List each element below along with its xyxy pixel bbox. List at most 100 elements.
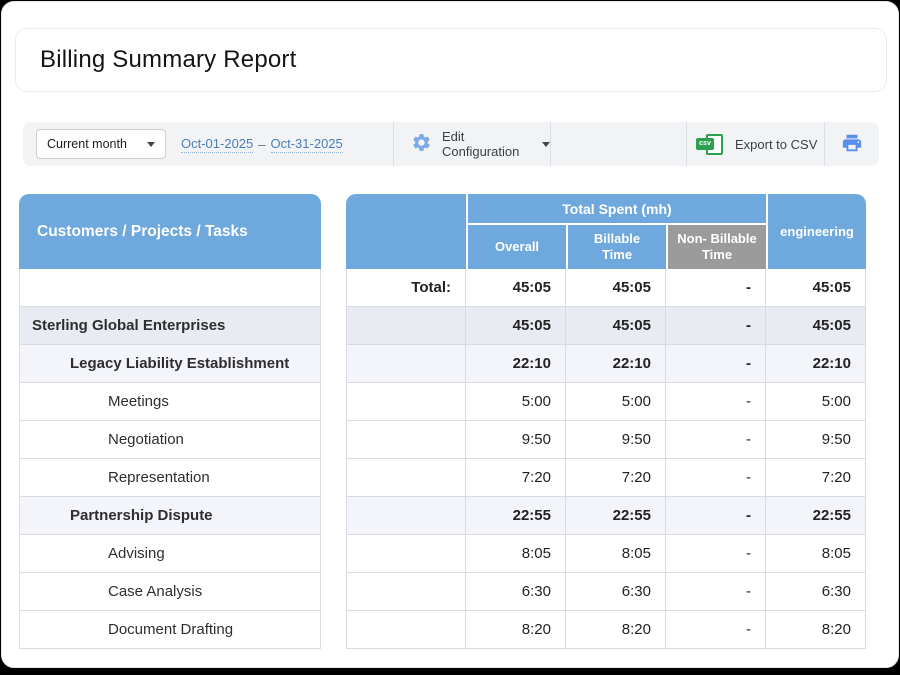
- row-total-label-cell: Total:: [346, 269, 466, 306]
- edit-configuration-label: Edit Configuration: [442, 129, 520, 159]
- right-table-body: Total: 45:05 45:05-45:05 45:05 45:05-45:05 22…: [346, 269, 866, 649]
- value-cell: -: [666, 383, 766, 420]
- left-row-8: Case Analysis: [19, 573, 321, 611]
- customers-projects-tasks-table: Customers / Projects / Tasks Sterling Gl…: [19, 194, 321, 649]
- value-cell: -: [666, 573, 766, 610]
- value-cell: 7:20: [766, 459, 866, 496]
- row-total-label-cell: [346, 307, 466, 344]
- data-row-7: 8:05 8:05-8:05: [346, 535, 866, 573]
- left-row-4: Negotiation: [19, 421, 321, 459]
- row-total-label-cell: [346, 611, 466, 648]
- csv-file-icon: csv: [696, 133, 723, 155]
- date-from-link[interactable]: Oct-01-2025: [181, 135, 254, 153]
- header-corner-cell: [346, 194, 466, 269]
- value-cell: 7:20: [466, 459, 566, 496]
- data-row-3: 5:00 5:00-5:00: [346, 383, 866, 421]
- value-cell: 22:55: [766, 497, 866, 534]
- value-cell: 8:05: [566, 535, 666, 572]
- column-header-overall: Overall: [466, 223, 566, 269]
- value-cell: 22:10: [766, 345, 866, 382]
- value-cell: 5:00: [466, 383, 566, 420]
- row-label: Advising: [108, 545, 165, 562]
- row-label: Negotiation: [108, 431, 184, 448]
- row-label: Meetings: [108, 393, 169, 410]
- gear-icon: [411, 132, 432, 156]
- value-cell: -: [666, 345, 766, 382]
- left-row-0: [19, 269, 321, 307]
- left-table-body: Sterling Global Enterprises Legacy Liabil…: [19, 269, 321, 649]
- row-label: Case Analysis: [108, 583, 203, 600]
- value-cell: 8:20: [466, 611, 566, 648]
- report-title-card: Billing Summary Report: [15, 28, 887, 92]
- time-values-table: Total Spent (mh) Overall Billable Time N…: [346, 194, 866, 649]
- row-label: Document Drafting: [108, 621, 234, 638]
- value-cell: 22:10: [566, 345, 666, 382]
- printer-icon: [841, 132, 863, 157]
- value-cell: 5:00: [566, 383, 666, 420]
- value-cell: 45:05: [766, 307, 866, 344]
- value-cell: -: [666, 307, 766, 344]
- value-cell: 8:20: [766, 611, 866, 648]
- date-to-link[interactable]: Oct-31-2025: [270, 135, 343, 153]
- value-cell: 9:50: [766, 421, 866, 458]
- column-header-billable-time: Billable Time: [566, 223, 666, 269]
- value-cell: 8:20: [566, 611, 666, 648]
- data-row-4: 9:50 9:50-9:50: [346, 421, 866, 459]
- toolbar-spacer-section: [551, 122, 687, 166]
- period-select-value: Current month: [47, 137, 127, 151]
- row-label: Sterling Global Enterprises: [32, 317, 226, 334]
- left-row-1: Sterling Global Enterprises: [19, 307, 321, 345]
- value-cell: 45:05: [566, 269, 666, 306]
- period-select[interactable]: Current month: [36, 129, 166, 159]
- value-cell: 6:30: [766, 573, 866, 610]
- export-csv-button[interactable]: csv Export to CSV: [687, 122, 825, 166]
- data-row-0: Total: 45:05 45:05-45:05: [346, 269, 866, 307]
- data-row-5: 7:20 7:20-7:20: [346, 459, 866, 497]
- value-cell: -: [666, 459, 766, 496]
- data-row-2: 22:10 22:10-22:10: [346, 345, 866, 383]
- left-row-5: Representation: [19, 459, 321, 497]
- page-title: Billing Summary Report: [40, 46, 297, 73]
- toolbar-period-section: Current month Oct-01-2025 – Oct-31-2025: [23, 122, 394, 166]
- column-header-non-billable-time: Non- Billable Time: [666, 223, 766, 269]
- value-cell: 6:30: [566, 573, 666, 610]
- row-total-label-cell: [346, 573, 466, 610]
- print-button[interactable]: [825, 122, 879, 166]
- column-header-engineering: engineering: [766, 194, 866, 269]
- left-row-2: Legacy Liability Establishment: [19, 345, 321, 383]
- value-cell: 8:05: [466, 535, 566, 572]
- value-cell: 7:20: [566, 459, 666, 496]
- value-cell: -: [666, 421, 766, 458]
- caret-down-icon: [542, 141, 550, 147]
- row-total-label-cell: [346, 421, 466, 458]
- value-cell: 5:00: [766, 383, 866, 420]
- value-cell: 9:50: [566, 421, 666, 458]
- caret-down-icon: [147, 141, 155, 147]
- data-row-6: 22:55 22:55-22:55: [346, 497, 866, 535]
- edit-configuration-button[interactable]: Edit Configuration: [394, 122, 551, 166]
- value-cell: 45:05: [466, 307, 566, 344]
- data-row-9: 8:20 8:20-8:20: [346, 611, 866, 649]
- value-cell: 8:05: [766, 535, 866, 572]
- value-cell: 22:55: [566, 497, 666, 534]
- value-cell: 45:05: [566, 307, 666, 344]
- row-total-label-cell: [346, 345, 466, 382]
- value-cell: 22:10: [466, 345, 566, 382]
- left-row-6: Partnership Dispute: [19, 497, 321, 535]
- customers-projects-tasks-header: Customers / Projects / Tasks: [19, 194, 321, 269]
- time-values-header: Total Spent (mh) Overall Billable Time N…: [346, 194, 866, 269]
- row-total-label-cell: [346, 497, 466, 534]
- row-total-label-cell: [346, 459, 466, 496]
- value-cell: 45:05: [766, 269, 866, 306]
- data-row-8: 6:30 6:30-6:30: [346, 573, 866, 611]
- row-label: Legacy Liability Establishment: [70, 355, 290, 372]
- total-spent-group-header: Total Spent (mh): [466, 194, 766, 223]
- left-row-9: Document Drafting: [19, 611, 321, 649]
- value-cell: -: [666, 535, 766, 572]
- value-cell: 6:30: [466, 573, 566, 610]
- csv-badge-label: csv: [696, 137, 714, 150]
- toolbar: Current month Oct-01-2025 – Oct-31-2025 …: [23, 122, 879, 166]
- value-cell: -: [666, 611, 766, 648]
- value-cell: 9:50: [466, 421, 566, 458]
